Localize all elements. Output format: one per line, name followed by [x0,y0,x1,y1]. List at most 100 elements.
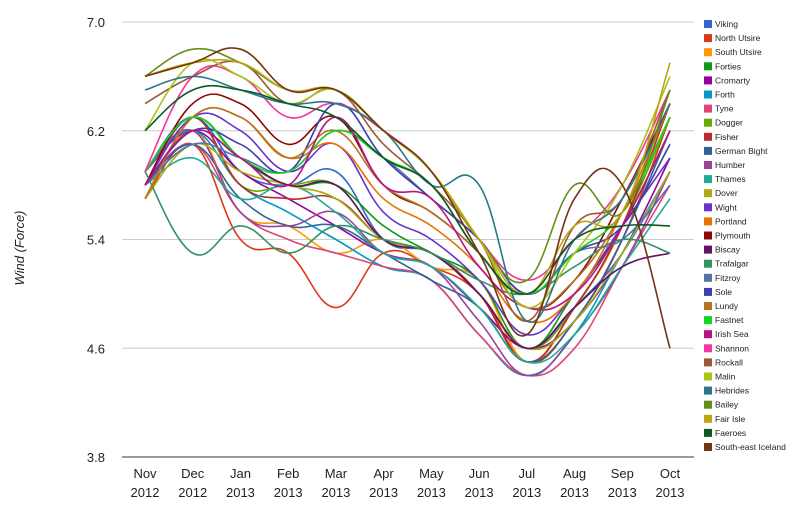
legend-label-fitzroy: Fitzroy [715,273,741,283]
series-line-irish-sea [144,116,671,311]
legend-swatch-biscay [704,245,712,254]
legend-label-plymouth: Plymouth [715,231,751,241]
legend-swatch-fastnet [704,316,712,325]
legend-label-forth: Forth [715,90,735,100]
x-tick-year-label: 2013 [560,485,589,500]
legend-swatch-faeroes [704,428,712,437]
x-tick-year-label: 2013 [369,485,398,500]
x-tick-year-label: 2013 [512,485,541,500]
x-tick-label: Nov [133,466,157,481]
legend-label-trafalgar: Trafalgar [715,259,749,269]
legend-label-fair-isle: Fair Isle [715,414,746,424]
legend-swatch-north-utsire [704,34,712,43]
y-tick-label: 3.8 [87,450,105,465]
legend-label-tyne: Tyne [715,104,734,114]
x-tick-year-label: 2012 [131,485,160,500]
legend-label-fastnet: Fastnet [715,315,744,325]
y-axis-label: Wind (Force) [12,210,27,285]
legend: Viking North Utsire South Utsire Forties Cro… [704,19,786,452]
legend-swatch-fisher [704,132,712,141]
legend-label-dover: Dover [715,188,738,198]
x-tick-year-label: 2013 [465,485,494,500]
series-line-portland [144,103,671,324]
x-tick-label: Apr [374,466,395,481]
legend-label-portland: Portland [715,216,747,226]
series-line-south-east-iceland [144,47,671,349]
legend-swatch-wight [704,203,712,212]
x-tick-label: Jun [469,466,490,481]
x-tick-year-label: 2013 [656,485,685,500]
x-tick-label: Oct [660,466,681,481]
x-tick-year-label: 2013 [226,485,255,500]
legend-label-sole: Sole [715,287,732,297]
legend-swatch-plymouth [704,231,712,240]
legend-swatch-south-east-iceland [704,443,712,451]
x-tick-year-label: 2013 [321,485,350,500]
x-tick-year-label: 2013 [608,485,637,500]
legend-swatch-thames [704,175,712,184]
y-tick-label: 4.6 [87,341,105,356]
series-line-humber [144,128,671,377]
legend-swatch-trafalgar [704,259,712,268]
legend-label-south-east-iceland: South-east Iceland [715,442,786,452]
legend-label-viking: Viking [715,19,738,29]
legend-label-dogger: Dogger [715,118,743,128]
legend-swatch-dover [704,189,712,198]
legend-label-forties: Forties [715,61,741,71]
x-tick-label: Sep [611,466,634,481]
legend-label-fisher: Fisher [715,132,739,142]
legend-label-thames: Thames [715,174,746,184]
legend-swatch-fitzroy [704,273,712,282]
legend-swatch-cromarty [704,76,712,85]
x-tick-year-label: 2012 [178,485,207,500]
legend-label-south-utsire: South Utsire [715,47,762,57]
x-tick-label: Feb [277,466,299,481]
legend-label-rockall: Rockall [715,357,743,367]
legend-label-north-utsire: North Utsire [715,33,761,43]
x-tick-label: Jul [519,466,536,481]
legend-swatch-hebrides [704,386,712,395]
y-tick-label: 6.2 [87,124,105,139]
legend-swatch-dogger [704,118,712,127]
legend-label-biscay: Biscay [715,245,741,255]
legend-label-humber: Humber [715,160,745,170]
legend-swatch-shannon [704,344,712,353]
legend-label-wight: Wight [715,202,737,212]
legend-swatch-malin [704,372,712,381]
x-tick-label: Jan [230,466,251,481]
legend-swatch-forties [704,62,712,71]
legend-swatch-south-utsire [704,48,712,57]
legend-swatch-bailey [704,400,712,409]
series-line-trafalgar [144,171,671,296]
legend-label-irish-sea: Irish Sea [715,329,749,339]
legend-swatch-humber [704,161,712,169]
series-lines [144,47,671,377]
x-axis-ticks: Nov 2012 Dec 2012 Jan 2013 Feb 2013 Mar 2013 Apr 20… [131,466,685,500]
gridlines [122,21,694,349]
series-line-lundy [144,107,671,310]
x-tick-label: Dec [181,466,205,481]
x-tick-year-label: 2013 [417,485,446,500]
legend-label-malin: Malin [715,372,736,382]
y-tick-label: 7.0 [87,15,105,30]
legend-swatch-tyne [704,104,712,113]
legend-swatch-viking [704,20,712,28]
series-line-faeroes [144,84,671,295]
x-tick-label: May [419,466,444,481]
legend-swatch-sole [704,287,712,296]
legend-swatch-german-bight [704,146,712,155]
legend-swatch-portland [704,217,712,226]
legend-swatch-forth [704,90,712,99]
y-tick-label: 5.4 [87,233,105,248]
legend-swatch-rockall [704,358,712,367]
legend-label-shannon: Shannon [715,343,749,353]
x-tick-label: Aug [563,466,586,481]
legend-label-faeroes: Faeroes [715,428,746,438]
legend-label-german-bight: German Bight [715,146,768,156]
series-line-german-bight [144,130,671,363]
legend-label-lundy: Lundy [715,301,739,311]
x-tick-label: Mar [325,466,348,481]
x-tick-year-label: 2013 [274,485,303,500]
legend-swatch-fair-isle [704,414,712,423]
